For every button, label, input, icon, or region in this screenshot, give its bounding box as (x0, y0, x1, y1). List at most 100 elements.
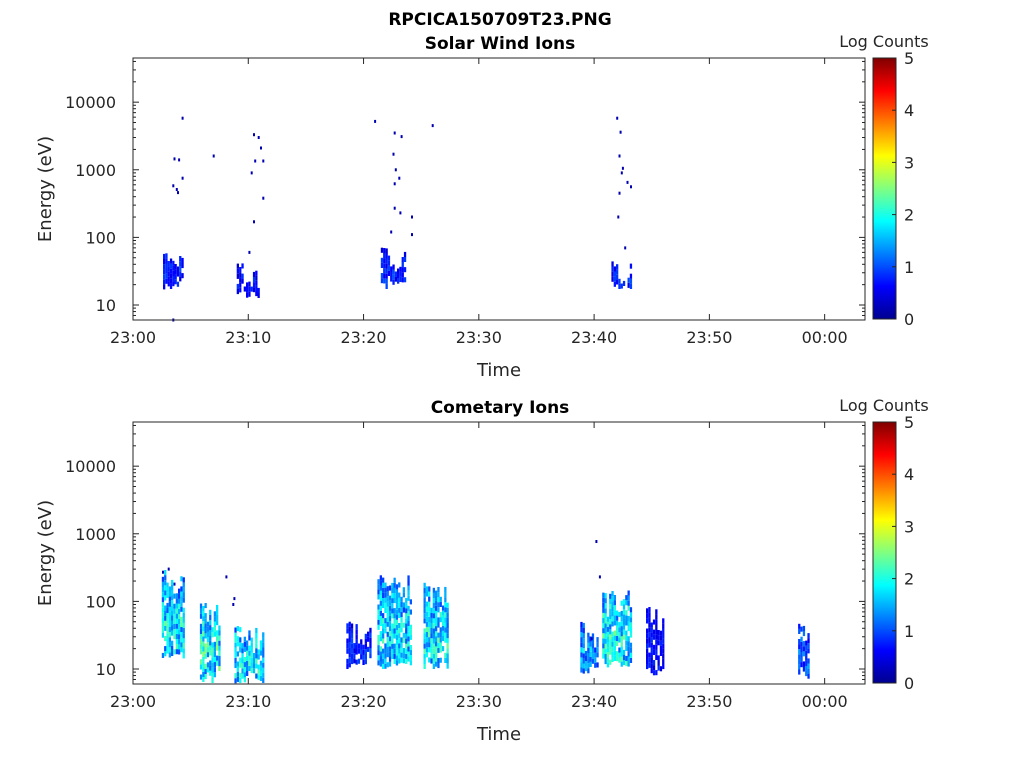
heatmap-cell (168, 632, 171, 638)
colorbar-tick-label: 5 (904, 413, 914, 432)
heatmap-cell (364, 659, 367, 665)
heatmap-cell (166, 608, 169, 614)
heatmap-cell (259, 675, 263, 681)
heatmap-cell (622, 649, 626, 655)
heatmap-cell (596, 662, 599, 668)
heatmap-cell (807, 648, 810, 654)
heatmap-cell (211, 642, 214, 648)
heatmap-cell (805, 660, 808, 666)
heatmap-cell (425, 632, 429, 638)
heatmap-cell (246, 645, 249, 651)
heatmap-cell (173, 593, 176, 599)
heatmap-cell (180, 596, 183, 602)
heatmap-point (162, 570, 164, 574)
heatmap-cell (430, 633, 433, 639)
heatmap-cell (444, 602, 447, 608)
heatmap-cell (405, 598, 408, 604)
x-tick-label: 23:10 (225, 328, 271, 347)
heatmap-point (254, 159, 257, 163)
heatmap-cell (367, 646, 370, 652)
heatmap-cell (606, 642, 610, 648)
heatmap-cell (650, 658, 653, 664)
heatmap-cell (204, 633, 207, 639)
heatmap-cell (164, 651, 167, 657)
heatmap-cell (383, 258, 386, 264)
heatmap-cell (409, 634, 412, 640)
heatmap-cell (213, 672, 216, 678)
heatmap-cell (209, 640, 212, 646)
heatmap-cell (379, 631, 382, 637)
heatmap-cell (400, 637, 403, 643)
heatmap-cell (168, 637, 171, 643)
heatmap-cell (616, 620, 619, 626)
heatmap-cell (657, 640, 660, 646)
heatmap-cell (428, 591, 431, 597)
heatmap-cell (629, 283, 633, 289)
heatmap-cell (393, 648, 396, 654)
heatmap-cell (391, 648, 394, 654)
heatmap-cell (236, 661, 239, 667)
heatmap-cell (262, 667, 265, 673)
heatmap-cell (355, 624, 358, 630)
heatmap-cell (398, 602, 401, 608)
heatmap-cell (439, 632, 442, 638)
heatmap-cell (587, 653, 590, 659)
heatmap-cell (609, 593, 612, 599)
heatmap-cell (380, 262, 384, 268)
heatmap-cell (655, 639, 658, 645)
heatmap-cell (236, 273, 239, 279)
heatmap-cell (611, 266, 614, 272)
heatmap-cell (168, 591, 171, 597)
heatmap-cell (398, 658, 401, 664)
heatmap-cell (180, 616, 183, 622)
heatmap-cell (174, 279, 177, 285)
heatmap-cell (209, 665, 212, 671)
heatmap-cell (648, 637, 651, 643)
heatmap-cell (425, 652, 429, 658)
heatmap-cell (182, 648, 185, 654)
heatmap-cell (243, 672, 246, 678)
heatmap-cell (401, 272, 404, 278)
heatmap-cell (652, 634, 656, 640)
heatmap-cell (255, 663, 258, 669)
panel-solar-wind: Solar Wind Ions 23:00 23:10 23:20 23:30 23:4… (35, 32, 929, 381)
heatmap-cell (243, 636, 246, 642)
heatmap-cell (173, 624, 176, 630)
heatmap-cell (167, 266, 170, 272)
heatmap-cell (250, 652, 253, 658)
heatmap-cell (606, 621, 610, 627)
heatmap-cell (250, 286, 253, 292)
heatmap-cell (398, 607, 401, 613)
heatmap-cell (386, 642, 389, 648)
heatmap-cell (627, 595, 630, 601)
heatmap-cell (175, 628, 178, 634)
heatmap-cell (252, 271, 256, 277)
heatmap-cell (199, 623, 203, 629)
heatmap-cell (206, 662, 210, 668)
heatmap-cell (163, 279, 166, 285)
heatmap-cell (798, 623, 801, 629)
heatmap-cell (423, 598, 426, 604)
heatmap-cell (166, 648, 169, 654)
panel-title: Cometary Ions (431, 398, 570, 418)
heatmap-cell (602, 653, 605, 659)
heatmap-cell (179, 261, 182, 267)
heatmap-cell (606, 652, 610, 658)
heatmap-cell (604, 638, 607, 644)
heatmap-cell (357, 648, 361, 654)
colorbar-gradient (872, 421, 897, 684)
heatmap-cell (580, 637, 583, 643)
heatmap-cell (596, 647, 599, 653)
heatmap-cell (379, 585, 382, 591)
heatmap-cell (387, 265, 391, 271)
heatmap-cell (234, 632, 237, 638)
heatmap-cell (180, 601, 183, 607)
heatmap-cell (387, 260, 391, 266)
heatmap-cell (800, 636, 803, 642)
heatmap-cell (204, 674, 207, 680)
heatmap-cell (405, 643, 408, 649)
heatmap-cell (646, 633, 649, 639)
heatmap-cell (646, 648, 649, 654)
heatmap-cell (164, 575, 167, 581)
heatmap-cell (395, 629, 399, 635)
